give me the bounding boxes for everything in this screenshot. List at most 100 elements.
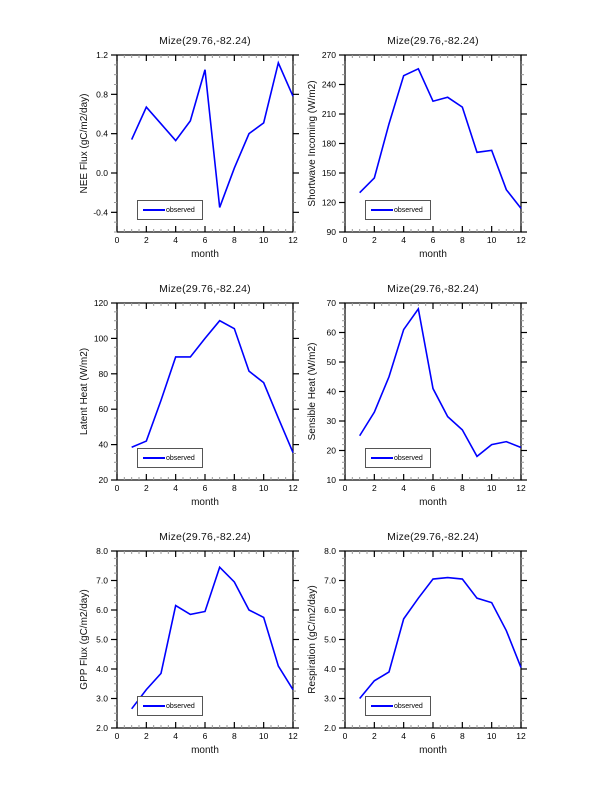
svg-text:20: 20 — [99, 475, 109, 485]
svg-text:3.0: 3.0 — [324, 694, 336, 704]
plot-area-gpp-flux: 0 2 4 6 8 10 12 2.0 3.0 4.0 5.0 6.0 7.0 8.0 — [96, 546, 299, 741]
legend: observed — [365, 696, 431, 716]
svg-text:7.0: 7.0 — [96, 576, 108, 586]
svg-text:8.0: 8.0 — [324, 546, 336, 556]
legend: observed — [137, 448, 203, 468]
svg-text:0.4: 0.4 — [96, 129, 108, 139]
svg-text:0: 0 — [343, 483, 348, 493]
plot-area-nee-flux: 0 2 4 6 8 10 12 -0.4 0.0 0.4 0.8 1.2 — [93, 50, 299, 245]
svg-text:100: 100 — [94, 333, 108, 343]
svg-text:10: 10 — [259, 731, 269, 741]
svg-text:2: 2 — [372, 731, 377, 741]
svg-text:12: 12 — [288, 235, 298, 245]
svg-text:0: 0 — [343, 235, 348, 245]
svg-text:40: 40 — [327, 387, 337, 397]
svg-text:8: 8 — [460, 731, 465, 741]
svg-text:6: 6 — [431, 731, 436, 741]
svg-text:210: 210 — [322, 109, 336, 119]
chart-panel-shortwave-incoming: Mize(29.76,-82.24) Shortwave Incoming (W… — [290, 30, 540, 290]
chart-panel-gpp-flux: Mize(29.76,-82.24) GPP Flux (gC/m2/day) … — [62, 526, 312, 786]
svg-text:20: 20 — [327, 446, 337, 456]
chart-title: Mize(29.76,-82.24) — [159, 283, 251, 295]
svg-text:2: 2 — [144, 235, 149, 245]
svg-text:5.0: 5.0 — [324, 635, 336, 645]
svg-text:6: 6 — [203, 483, 208, 493]
svg-text:4.0: 4.0 — [324, 664, 336, 674]
plot-area-sensible-heat: 0 2 4 6 8 10 12 10 20 30 40 50 60 70 — [327, 298, 527, 493]
svg-text:90: 90 — [327, 227, 337, 237]
svg-text:0.8: 0.8 — [96, 89, 108, 99]
svg-text:12: 12 — [288, 731, 298, 741]
svg-text:0.0: 0.0 — [96, 168, 108, 178]
svg-text:30: 30 — [327, 416, 337, 426]
svg-text:2: 2 — [144, 483, 149, 493]
plot-area-latent-heat: 0 2 4 6 8 10 12 20 40 60 80 100 120 — [94, 298, 299, 493]
x-axis-label: month — [191, 745, 219, 756]
svg-text:10: 10 — [259, 483, 269, 493]
svg-text:7.0: 7.0 — [324, 576, 336, 586]
svg-text:270: 270 — [322, 50, 336, 60]
svg-text:2: 2 — [144, 731, 149, 741]
svg-text:8: 8 — [232, 483, 237, 493]
svg-text:4: 4 — [173, 483, 178, 493]
legend: observed — [137, 696, 203, 716]
x-axis-label: month — [191, 497, 219, 508]
x-axis-label: month — [419, 497, 447, 508]
svg-text:0: 0 — [115, 235, 120, 245]
svg-text:50: 50 — [327, 357, 337, 367]
svg-text:8: 8 — [460, 235, 465, 245]
svg-text:1.2: 1.2 — [96, 50, 108, 60]
svg-text:10: 10 — [487, 731, 497, 741]
svg-text:10: 10 — [259, 235, 269, 245]
svg-text:10: 10 — [487, 483, 497, 493]
svg-text:5.0: 5.0 — [96, 635, 108, 645]
legend: observed — [365, 200, 431, 220]
svg-text:4: 4 — [173, 731, 178, 741]
svg-text:120: 120 — [322, 198, 336, 208]
legend-label: observed — [166, 454, 195, 462]
chart-title: Mize(29.76,-82.24) — [387, 283, 479, 295]
svg-text:4.0: 4.0 — [96, 664, 108, 674]
plot-area-shortwave-incoming: 0 2 4 6 8 10 12 90 120 150 180 210 240 270 — [322, 50, 527, 245]
svg-text:6.0: 6.0 — [96, 605, 108, 615]
legend-label: observed — [394, 206, 423, 214]
chart-title: Mize(29.76,-82.24) — [387, 35, 479, 47]
svg-text:60: 60 — [327, 328, 337, 338]
svg-text:3.0: 3.0 — [96, 694, 108, 704]
svg-text:6: 6 — [203, 235, 208, 245]
svg-text:12: 12 — [288, 483, 298, 493]
svg-text:8: 8 — [232, 235, 237, 245]
svg-text:10: 10 — [487, 235, 497, 245]
svg-text:4: 4 — [401, 731, 406, 741]
plot-area-respiration: 0 2 4 6 8 10 12 2.0 3.0 4.0 5.0 6.0 7.0 8.0 — [324, 546, 527, 741]
svg-text:4: 4 — [401, 483, 406, 493]
legend-line-swatch — [371, 705, 393, 707]
svg-text:2.0: 2.0 — [324, 723, 336, 733]
svg-text:2.0: 2.0 — [96, 723, 108, 733]
svg-text:150: 150 — [322, 168, 336, 178]
x-axis-label: month — [419, 249, 447, 260]
svg-text:12: 12 — [516, 483, 526, 493]
x-axis-label: month — [419, 745, 447, 756]
svg-text:2: 2 — [372, 235, 377, 245]
legend-line-swatch — [143, 457, 165, 459]
legend-line-swatch — [371, 457, 393, 459]
svg-text:12: 12 — [516, 731, 526, 741]
svg-text:6.0: 6.0 — [324, 605, 336, 615]
legend: observed — [365, 448, 431, 468]
chart-title: Mize(29.76,-82.24) — [387, 531, 479, 543]
legend: observed — [137, 200, 203, 220]
svg-text:0: 0 — [115, 731, 120, 741]
svg-text:70: 70 — [327, 298, 337, 308]
svg-text:6: 6 — [203, 731, 208, 741]
svg-text:0: 0 — [343, 731, 348, 741]
chart-panel-nee-flux: Mize(29.76,-82.24) NEE Flux (gC/m2/day) … — [62, 30, 312, 290]
chart-panel-sensible-heat: Mize(29.76,-82.24) Sensible Heat (W/m2) … — [290, 278, 540, 538]
chart-title: Mize(29.76,-82.24) — [159, 531, 251, 543]
chart-title: Mize(29.76,-82.24) — [159, 35, 251, 47]
svg-text:6: 6 — [431, 235, 436, 245]
svg-text:10: 10 — [327, 475, 337, 485]
svg-text:240: 240 — [322, 80, 336, 90]
legend-line-swatch — [143, 705, 165, 707]
x-axis-label: month — [191, 249, 219, 260]
